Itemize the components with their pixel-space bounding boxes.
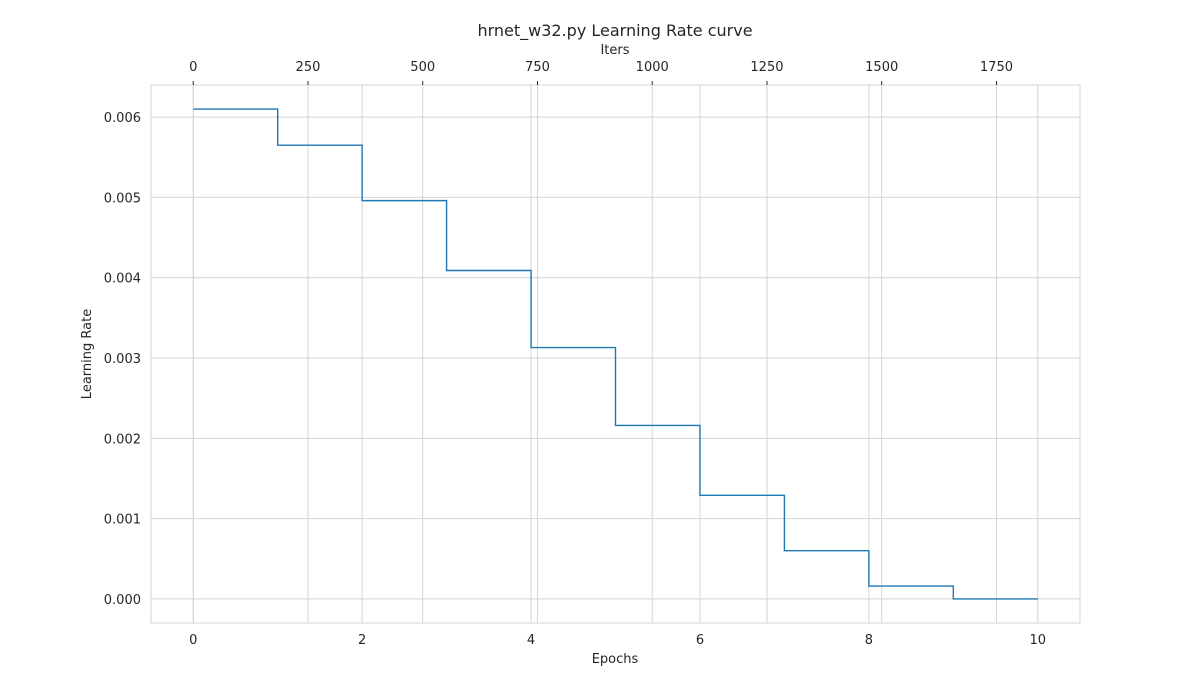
y-tick-label: 0.000 bbox=[104, 593, 141, 608]
y-tick-label: 0.003 bbox=[104, 352, 141, 367]
y-tick-label: 0.001 bbox=[104, 513, 141, 528]
top-tick-label: 750 bbox=[525, 60, 550, 75]
top-axis-label: Iters bbox=[600, 43, 629, 58]
top-tick-label: 0 bbox=[189, 60, 197, 75]
tick-labels: 0.000 0.001 0.002 0.003 0.004 0.005 0.006 0 2 4 6 8… bbox=[104, 60, 1046, 648]
y-tick-label: 0.002 bbox=[104, 432, 141, 447]
top-tick-label: 1750 bbox=[980, 60, 1013, 75]
x-tick-label: 4 bbox=[527, 633, 535, 648]
x-tick-label: 0 bbox=[189, 633, 197, 648]
plot-frame bbox=[150, 84, 1081, 624]
y-tick-label: 0.006 bbox=[104, 111, 141, 126]
y-tick-label: 0.004 bbox=[104, 272, 141, 287]
top-tick-label: 1500 bbox=[865, 60, 898, 75]
grid bbox=[151, 85, 1080, 623]
x-tick-label: 8 bbox=[865, 633, 873, 648]
top-tick-label: 500 bbox=[410, 60, 435, 75]
plot-area bbox=[193, 108, 1038, 600]
top-tick-label: 250 bbox=[296, 60, 321, 75]
learning-rate-line bbox=[193, 108, 1038, 600]
y-tick-label: 0.005 bbox=[104, 191, 141, 206]
plot-border bbox=[150, 84, 1081, 624]
y-axis-label: Learning Rate bbox=[80, 309, 95, 399]
top-tick-label: 1000 bbox=[636, 60, 669, 75]
top-tick-label: 1250 bbox=[750, 60, 783, 75]
x-tick-label: 2 bbox=[358, 633, 366, 648]
x-tick-label: 10 bbox=[1029, 633, 1046, 648]
x-axis-label: Epochs bbox=[592, 652, 639, 667]
chart-title: hrnet_w32.py Learning Rate curve bbox=[477, 21, 752, 41]
x-tick-label: 6 bbox=[696, 633, 704, 648]
